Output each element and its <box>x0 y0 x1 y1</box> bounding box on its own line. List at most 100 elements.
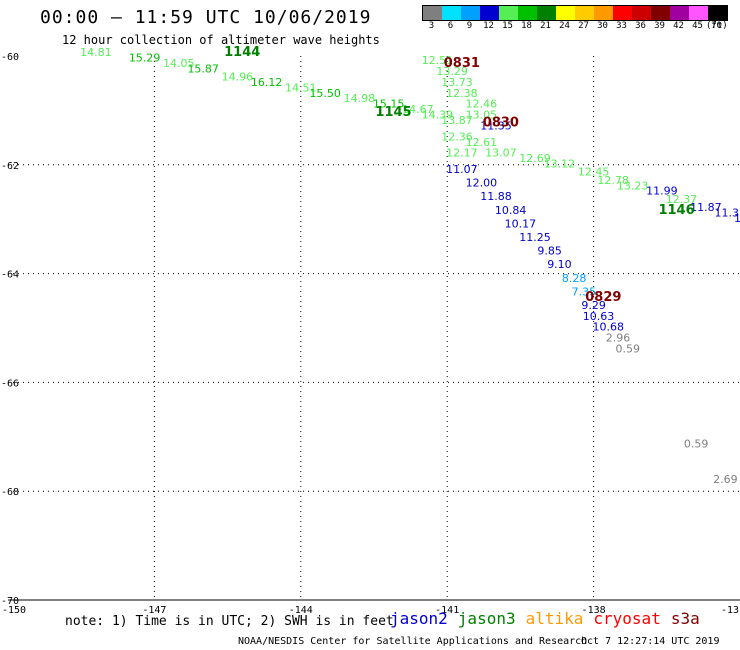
footer-timestamp: Oct 7 12:27:14 UTC 2019 <box>581 636 720 647</box>
color-scale-label: 42 <box>673 21 684 31</box>
wave-height-label: 8.28 <box>562 272 587 285</box>
wave-height-label: 12.69 <box>519 152 551 165</box>
wave-height-label: 2.96 <box>606 332 631 345</box>
pass-time-label: 0831 <box>444 56 480 71</box>
wave-height-label: 7.35 <box>572 285 597 298</box>
wave-height-label: 0.59 <box>684 438 709 451</box>
color-swatch <box>461 6 480 20</box>
wave-height-label: 14.51 <box>285 81 317 94</box>
wave-height-label: 15.29 <box>129 51 161 64</box>
color-swatch <box>594 6 613 20</box>
wave-height-label: 11.07 <box>446 163 478 176</box>
wave-height-label: 15.15 <box>373 98 405 111</box>
wave-height-label: 12.00 <box>466 177 498 190</box>
wave-height-label: 10.68 <box>592 321 624 334</box>
wave-height-label: 14.98 <box>344 92 376 105</box>
wave-height-label: 14.05 <box>163 57 195 70</box>
wave-height-label: 13.87 <box>441 114 473 127</box>
footer-note: note: 1) Time is in UTC; 2) SWH is in fe… <box>65 614 394 629</box>
color-scale-label: 12 <box>483 21 494 31</box>
wave-height-label: 12.78 <box>597 174 629 187</box>
wave-height-label: 2.69 <box>713 473 738 486</box>
wave-height-label: 14.39 <box>422 109 454 122</box>
color-swatch <box>689 6 708 20</box>
color-scale-unit: (ft) <box>706 21 728 31</box>
x-tick-label: -150 <box>2 605 26 616</box>
color-swatch <box>708 6 727 20</box>
pass-time-label: 1144 <box>224 45 260 60</box>
wave-height-label: 11.99 <box>646 185 678 198</box>
color-scale-label: 15 <box>502 21 513 31</box>
color-swatch <box>537 6 556 20</box>
wave-height-label: 10.84 <box>495 204 527 217</box>
satellite-cryosat: cryosat <box>593 609 661 628</box>
y-tick-label: -60 <box>1 52 19 63</box>
color-scale-label: 30 <box>597 21 608 31</box>
wave-height-label: 13.07 <box>485 147 517 160</box>
color-swatch <box>480 6 499 20</box>
color-scale-labels: 3 6 9 12 15 18 21 24 27 30 33 36 39 42 45 70 <box>422 21 726 31</box>
wave-height-label: 13.05 <box>466 109 498 122</box>
color-scale-label: 39 <box>654 21 665 31</box>
color-swatch <box>575 6 594 20</box>
pass-time-label: 1146 <box>658 203 694 218</box>
color-swatch <box>670 6 689 20</box>
satellite-legend: jason2 jason3 altika cryosat s3a <box>390 609 700 628</box>
wave-height-label: 9.85 <box>537 245 562 258</box>
wave-height-label: 10.17 <box>505 217 537 230</box>
color-scale-label: 27 <box>578 21 589 31</box>
color-scale-label: 45 <box>692 21 703 31</box>
color-scale-label: 70 <box>711 21 722 31</box>
wave-height-label: 13.23 <box>617 179 649 192</box>
wave-height-label: 10.63 <box>583 310 615 323</box>
wave-height-label: 13.12 <box>544 158 576 171</box>
y-tick-label: -70 <box>1 596 19 607</box>
wave-height-label: 11.17 <box>734 212 740 225</box>
wave-height-label: 15.50 <box>309 87 341 100</box>
wave-height-label: 11.88 <box>480 190 512 203</box>
color-swatch <box>499 6 518 20</box>
pass-time-label: 0829 <box>585 290 621 305</box>
satellite-jason3: jason3 <box>457 609 516 628</box>
color-swatch <box>651 6 670 20</box>
x-tick-label: -13 <box>721 605 739 616</box>
satellite-s3a: s3a <box>670 609 700 628</box>
wave-height-label: 14.96 <box>222 70 254 83</box>
wave-height-label: 12.45 <box>578 166 610 179</box>
chart-title: 00:00 — 11:59 UTC 10/06/2019 <box>40 7 372 28</box>
color-scale-label: 6 <box>447 21 454 31</box>
wave-height-label: 12.17 <box>446 147 478 160</box>
y-tick-label: -62 <box>1 161 19 172</box>
wave-height-label: 12.46 <box>466 98 498 111</box>
wave-height-label: 12.61 <box>466 136 498 149</box>
wave-height-label: 11.25 <box>519 231 551 244</box>
color-scale-label: 3 <box>428 21 435 31</box>
color-swatch <box>632 6 651 20</box>
wave-height-label: 14.67 <box>402 103 434 116</box>
wave-height-label: 12.36 <box>441 130 473 143</box>
color-scale-label: 18 <box>521 21 532 31</box>
wave-height-label: 15.87 <box>187 62 219 75</box>
footer-credit: NOAA/NESDIS Center for Satellite Applica… <box>238 636 588 647</box>
wave-height-label: 12.51 <box>422 54 454 67</box>
y-tick-label: -68 <box>1 487 19 498</box>
satellite-jason2: jason2 <box>390 609 448 628</box>
color-swatch <box>442 6 461 20</box>
color-scale-label: 21 <box>540 21 551 31</box>
wave-height-label: 12.37 <box>666 193 698 206</box>
y-tick-label: -64 <box>1 270 19 281</box>
color-swatch <box>556 6 575 20</box>
wave-height-label: 9.29 <box>581 299 606 312</box>
color-scale <box>422 5 728 21</box>
wave-height-label: 9.10 <box>547 258 572 271</box>
x-tick-label: -144 <box>289 605 313 616</box>
x-tick-label: -147 <box>142 605 166 616</box>
x-tick-label: -141 <box>435 605 459 616</box>
y-tick-label: -66 <box>1 378 19 389</box>
wave-height-label: 13.29 <box>436 65 468 78</box>
color-scale-label: 33 <box>616 21 627 31</box>
wave-height-label: 13.73 <box>441 76 473 89</box>
wave-height-label: 12.38 <box>446 87 478 100</box>
color-scale-label: 24 <box>559 21 570 31</box>
